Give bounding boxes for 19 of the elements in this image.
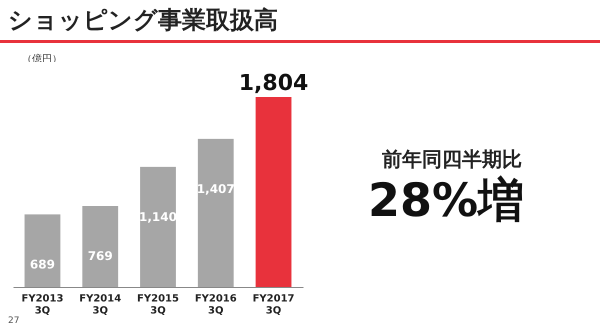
bar: [24, 214, 60, 287]
text: 28%増: [368, 172, 524, 229]
data-label: 1,407: [196, 182, 235, 196]
bar: [140, 166, 176, 287]
bar: [256, 97, 292, 287]
bar: [198, 138, 234, 287]
data-label: 1,804: [238, 71, 308, 96]
x-tick-label: FY2016 3Q: [194, 294, 237, 316]
x-tick-label: FY2017 3Q: [252, 294, 295, 316]
x-tick-label: FY2015 3Q: [137, 294, 179, 316]
x-tick-label: FY2014 3Q: [79, 294, 122, 316]
data-label: 689: [30, 257, 55, 272]
chart-title: ショッピング事業取扱高: [8, 5, 278, 36]
text: 27: [8, 316, 20, 326]
bar: [82, 206, 118, 287]
x-tick-label: FY2013 3Q: [22, 294, 64, 316]
data-label: 1,140: [139, 210, 177, 224]
data-label: 769: [88, 249, 113, 264]
text: 前年同四半期比: [382, 146, 522, 173]
